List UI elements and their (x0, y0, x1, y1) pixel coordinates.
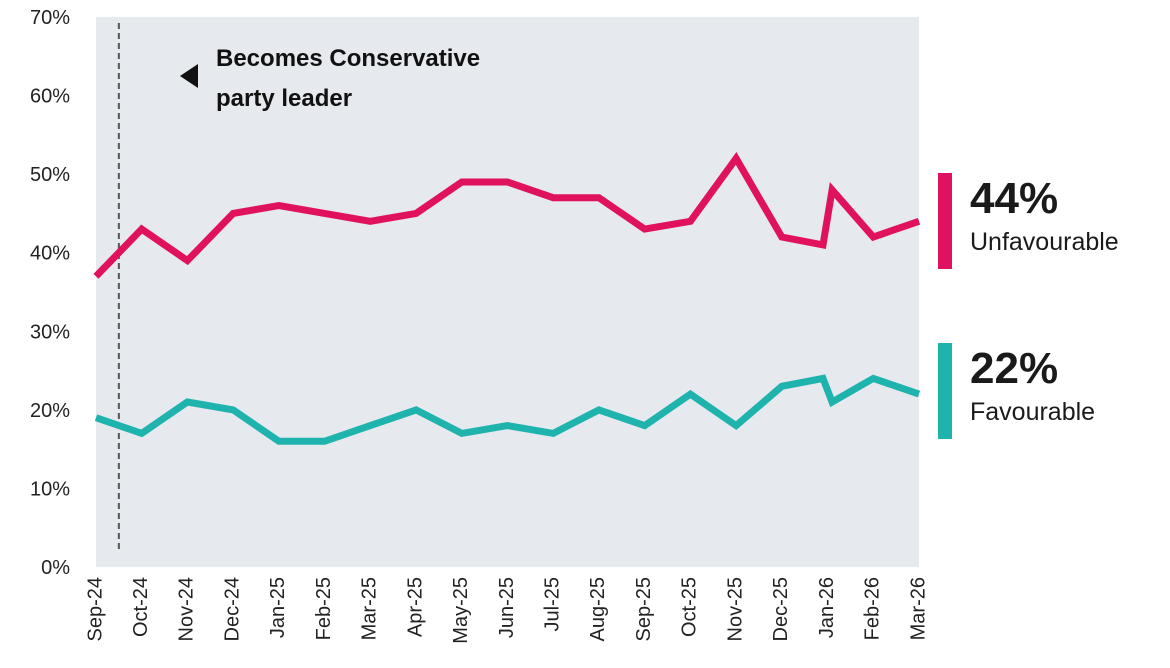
series-line-unfavourable (93, 151, 921, 279)
x-tick-label: Dec-24 (221, 577, 243, 641)
x-tick-label: May-25 (450, 577, 472, 644)
legend-favourable-bar (938, 343, 952, 439)
legend-favourable-label: Favourable (970, 398, 1096, 426)
x-tick-label: Nov-25 (724, 577, 746, 641)
x-tick-label: Mar-26 (907, 577, 929, 640)
legend-favourable-value: 22% (970, 344, 1059, 393)
x-tick-label: Nov-24 (176, 577, 198, 641)
x-tick-label: Jul-25 (542, 577, 564, 631)
annotation-text-line1: Becomes Conservative (216, 45, 480, 72)
y-tick-label: 0% (41, 557, 70, 579)
y-tick-label: 10% (30, 478, 70, 500)
y-tick-label: 20% (30, 400, 70, 422)
y-tick-label: 70% (30, 7, 70, 29)
x-axis: Sep-24 Oct-24 Nov-24 Dec-24 Jan-25 Feb-25 Mar-… (84, 577, 929, 644)
y-tick-label: 60% (30, 86, 70, 108)
x-tick-label: Sep-25 (633, 577, 655, 642)
x-tick-label: Sep-24 (84, 577, 106, 642)
legend-unfavourable-bar (938, 173, 952, 269)
x-tick-label: Apr-25 (404, 577, 426, 637)
x-tick-label: Mar-25 (359, 577, 381, 640)
y-tick-label: 30% (30, 321, 70, 343)
x-tick-label: Oct-24 (130, 577, 152, 637)
series-line-favourable (94, 374, 921, 445)
legend-unfavourable-value: 44% (970, 174, 1059, 223)
annotation-text-line2: party leader (216, 85, 352, 112)
y-tick-label: 50% (30, 164, 70, 186)
x-tick-label: Feb-25 (313, 577, 335, 640)
x-tick-label: Oct-25 (679, 577, 701, 637)
legend-unfavourable-label: Unfavourable (970, 228, 1119, 256)
y-tick-label: 40% (30, 243, 70, 265)
x-tick-label: Jan-25 (267, 577, 289, 638)
x-tick-label: Feb-26 (862, 577, 884, 640)
annotation-arrow (180, 64, 198, 88)
plot-background (96, 17, 919, 567)
x-tick-label: Jun-25 (496, 577, 518, 638)
x-tick-label: Dec-25 (770, 577, 792, 641)
x-tick-label: Jan-26 (816, 577, 838, 638)
x-tick-label: Aug-25 (587, 577, 609, 642)
series-layer (93, 151, 921, 445)
y-axis: 0% 10% 20% 30% 40% 50% 60% 70% (30, 7, 70, 579)
